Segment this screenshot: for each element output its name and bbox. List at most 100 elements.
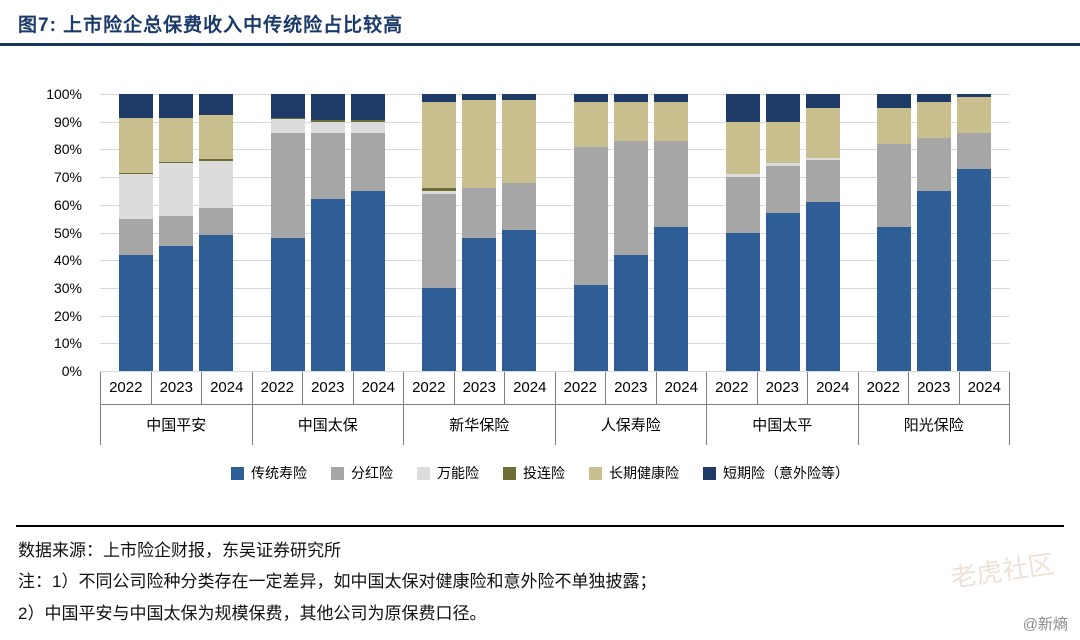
y-axis: 0% 10% 20% 30% 40% 50% 60% 70% 80% 90% 100% xyxy=(22,86,90,379)
legend-swatch xyxy=(503,466,516,480)
company-label: 阳光保险 xyxy=(859,405,1010,445)
bar-segment xyxy=(118,174,153,219)
bar-segment xyxy=(573,146,608,286)
stacked-bar xyxy=(118,94,153,371)
bar-segment xyxy=(310,199,345,371)
bar-segment xyxy=(765,166,800,214)
gridline xyxy=(100,371,1010,372)
bar-segment xyxy=(270,132,305,239)
bar-segment xyxy=(422,190,457,194)
year-label: 2023 xyxy=(758,372,808,404)
bar-segment xyxy=(118,117,153,173)
legend-item: 传统寿险 xyxy=(231,463,307,483)
year-label: 2022 xyxy=(100,372,152,404)
company-label: 中国太平 xyxy=(707,405,859,445)
y-axis-tick-label: 0% xyxy=(61,363,82,379)
bar-segment xyxy=(613,94,648,103)
bar-segment xyxy=(917,138,952,191)
stacked-bar xyxy=(573,94,608,371)
bar-segment xyxy=(765,213,800,371)
bar-group xyxy=(100,94,252,371)
legend-label: 万能险 xyxy=(437,465,479,481)
bar-segment xyxy=(462,238,497,371)
bar-segment xyxy=(877,107,912,144)
legend-swatch xyxy=(417,466,430,480)
bar-segment xyxy=(310,120,345,122)
legend-label: 分红险 xyxy=(351,465,393,481)
bar-segment xyxy=(573,102,608,147)
year-label: 2022 xyxy=(556,372,606,404)
bar-segment xyxy=(917,190,952,371)
bar-segment xyxy=(158,215,193,247)
stacked-bar xyxy=(877,94,912,371)
title-divider-line xyxy=(0,43,1080,46)
bar-segment xyxy=(310,94,345,121)
stacked-bar xyxy=(805,94,840,371)
company-label: 中国平安 xyxy=(100,405,253,445)
year-label: 2022 xyxy=(404,372,455,404)
bar-segment xyxy=(158,117,193,162)
y-axis-tick-label: 20% xyxy=(53,307,82,324)
gridline xyxy=(100,149,1010,151)
y-axis-tick-label: 40% xyxy=(53,252,82,269)
bar-segment xyxy=(725,232,760,371)
bar-segment xyxy=(270,117,305,119)
bar-segment xyxy=(805,157,840,161)
bar-segment xyxy=(765,121,800,164)
gridline xyxy=(100,260,1010,262)
bar-segment xyxy=(805,94,840,108)
bar-segment xyxy=(350,120,385,122)
bar-segment xyxy=(422,102,457,189)
figure-title-bar: 图7: 上市险企总保费收入中传统险占比较高 xyxy=(0,0,1080,43)
bar-group xyxy=(252,94,404,371)
bar-segment xyxy=(158,161,193,164)
bar-segment xyxy=(877,94,912,108)
bar-group xyxy=(555,94,707,371)
year-label: 2024 xyxy=(505,372,556,404)
bar-segment xyxy=(462,99,497,189)
bar-segment xyxy=(502,182,537,230)
year-label: 2023 xyxy=(152,372,202,404)
bars-layer xyxy=(100,94,1010,371)
figure-title: 图7: 上市险企总保费收入中传统险占比较高 xyxy=(18,15,404,36)
year-label: 2022 xyxy=(707,372,758,404)
stacked-bar xyxy=(350,94,385,371)
bar-segment xyxy=(158,246,193,371)
bar-segment xyxy=(613,141,648,255)
stacked-bar xyxy=(613,94,648,371)
legend-item: 短期险（意外险等） xyxy=(703,463,849,483)
bar-segment xyxy=(957,168,992,371)
stacked-bar xyxy=(270,94,305,371)
bar-segment xyxy=(502,94,537,100)
bar-segment xyxy=(653,94,688,103)
y-axis-tick-label: 100% xyxy=(46,86,82,102)
bar-segment xyxy=(198,207,233,236)
bar-segment xyxy=(957,96,992,133)
y-axis-tick-label: 70% xyxy=(53,169,82,186)
bar-segment xyxy=(877,226,912,371)
bar-group xyxy=(707,94,859,371)
bar-segment xyxy=(310,121,345,133)
bar-segment xyxy=(725,174,760,178)
bar-segment xyxy=(270,238,305,371)
year-label: 2023 xyxy=(606,372,657,404)
legend-item: 长期健康险 xyxy=(589,463,679,483)
bar-segment xyxy=(725,94,760,122)
bar-segment xyxy=(198,160,233,208)
bar-segment xyxy=(350,94,385,121)
year-label: 2022 xyxy=(253,372,303,404)
year-label: 2024 xyxy=(354,372,404,404)
bar-segment xyxy=(270,118,305,133)
company-label: 中国太保 xyxy=(253,405,404,445)
y-axis-tick-label: 10% xyxy=(53,335,82,352)
bar-segment xyxy=(462,94,497,100)
stacked-bar xyxy=(765,94,800,371)
bar-segment xyxy=(422,188,457,191)
bar-segment xyxy=(118,172,153,175)
gridline xyxy=(100,232,1010,234)
bar-segment xyxy=(502,99,537,183)
bar-segment xyxy=(198,235,233,371)
year-label: 2022 xyxy=(859,372,909,404)
year-label: 2024 xyxy=(202,372,253,404)
bar-group xyxy=(858,94,1010,371)
